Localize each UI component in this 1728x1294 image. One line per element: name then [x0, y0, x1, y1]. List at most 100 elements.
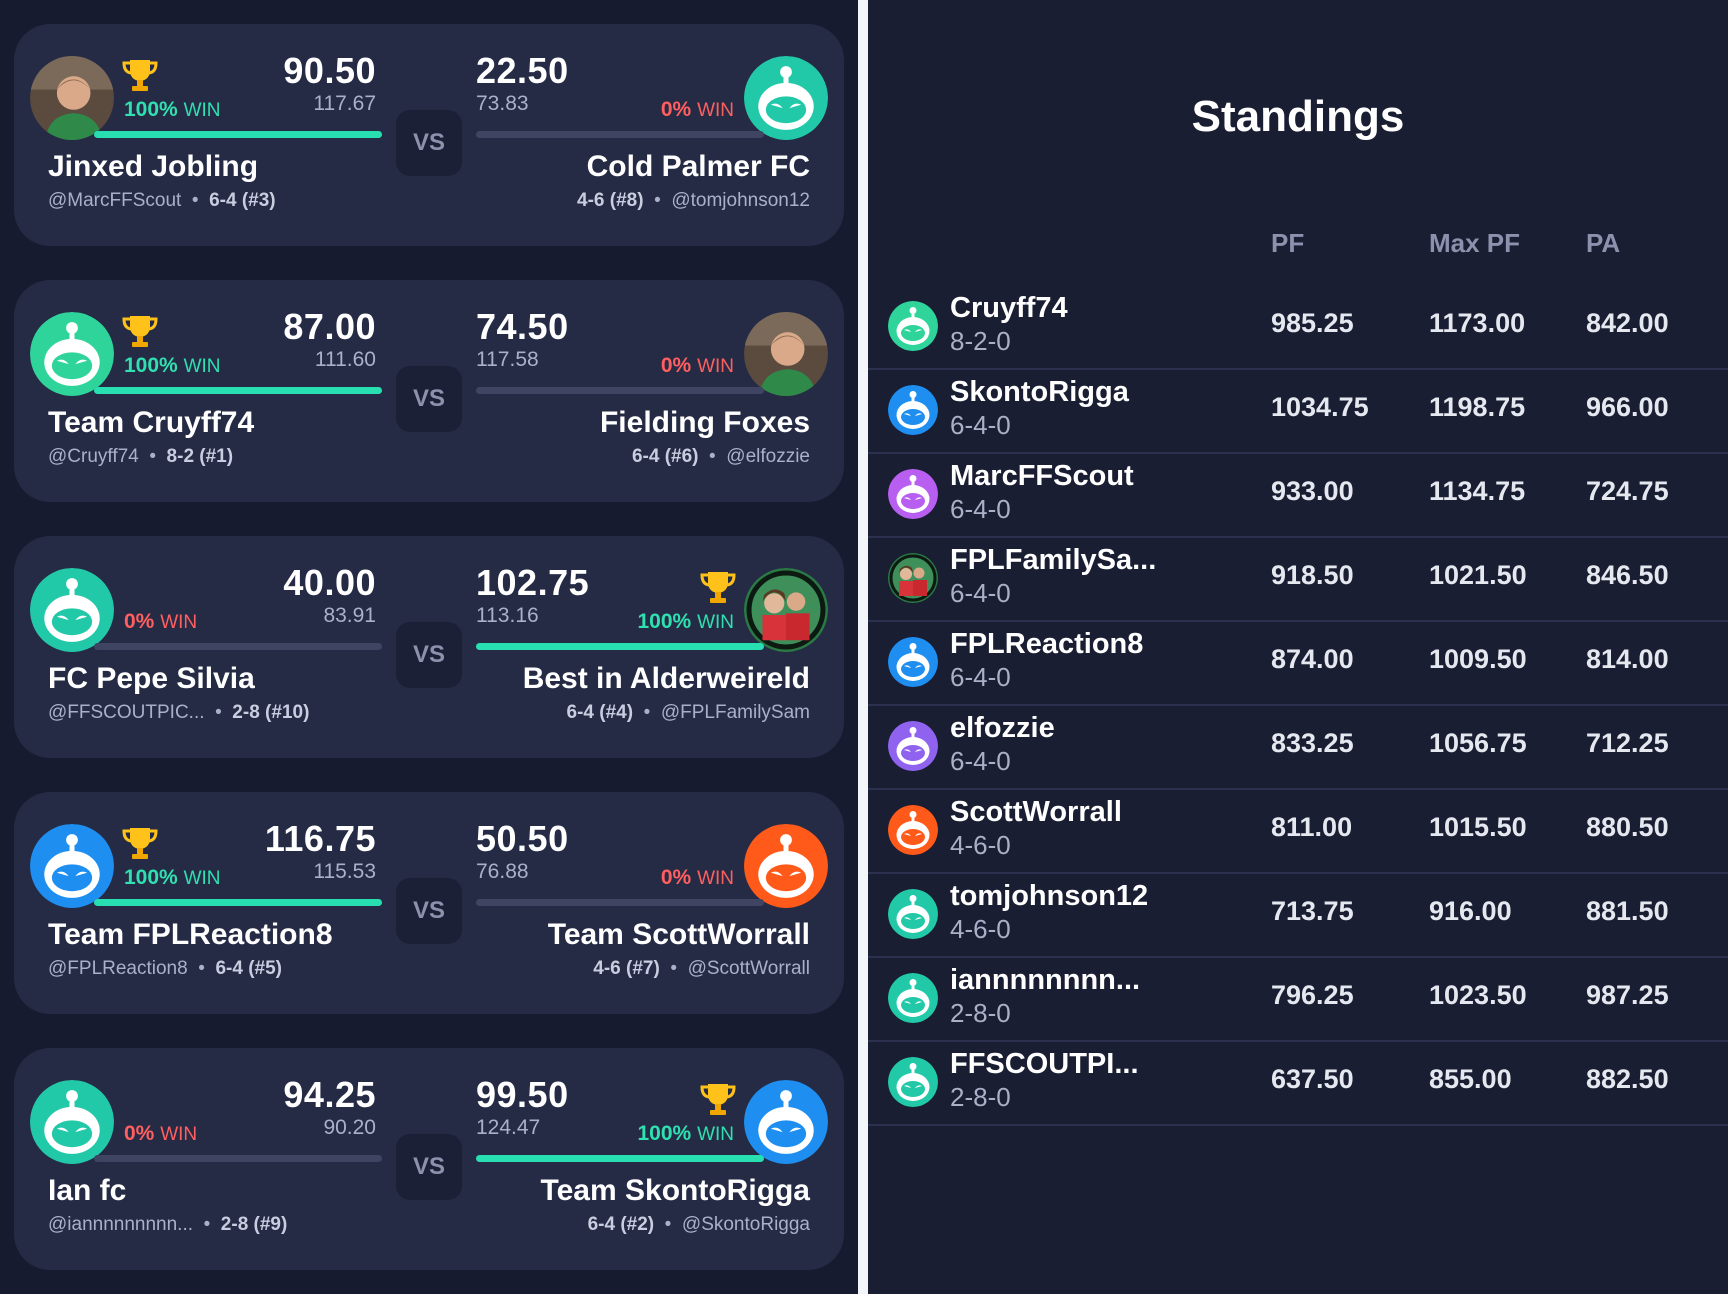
projected-score: 76.88 [476, 860, 529, 883]
robot-teal-icon [888, 1057, 938, 1107]
manager-name: iannnnnnnn... [950, 964, 1141, 996]
standings-row[interactable]: FPLFamilySa... 6-4-0 918.50 1021.50 846.50 [868, 536, 1728, 622]
max-points-for: 1015.50 [1429, 812, 1527, 842]
team-handle-record: 4-6 (#8) • @tomjohnson12 [577, 190, 810, 211]
team-handle-record: 6-4 (#4) • @FPLFamilySam [566, 702, 810, 723]
team-score: 22.50 [476, 50, 569, 91]
robot-blue-icon[interactable] [744, 1080, 828, 1164]
person-photo-icon[interactable] [744, 312, 828, 396]
win-probability: 100% WIN [637, 1122, 735, 1145]
team-name[interactable]: Cold Palmer FC [586, 150, 810, 183]
person-photo-icon[interactable] [30, 56, 114, 140]
robot-orange-icon[interactable] [744, 824, 828, 908]
team-handle-record: 6-4 (#6) • @elfozzie [631, 446, 810, 467]
max-points-for: 1023.50 [1429, 980, 1527, 1010]
manager-record: 2-8-0 [950, 1082, 1011, 1112]
points-against: 712.25 [1586, 728, 1669, 758]
points-against: 842.00 [1586, 308, 1669, 338]
matchups-panel: 100% WIN 90.50 117.67 Jinxed Jobling @MarcFF… [0, 0, 858, 1294]
vs-badge: VS [396, 878, 462, 944]
max-points-for: 1056.75 [1429, 728, 1527, 758]
team-handle-record: 6-4 (#2) • @SkontoRigga [587, 1214, 810, 1235]
win-probability-bar [476, 1155, 764, 1162]
robot-green-icon[interactable] [30, 312, 114, 396]
standings-row[interactable]: Cruyff74 8-2-0 985.25 1173.00 842.00 [868, 284, 1728, 370]
manager-record: 6-4-0 [950, 494, 1011, 524]
team-handle-record: @Cruyff74 • 8-2 (#1) [48, 446, 234, 467]
robot-purple-icon [888, 469, 938, 519]
team-handle-record: @iannnnnnnnn... • 2-8 (#9) [48, 1214, 288, 1235]
team-name[interactable]: Fielding Foxes [599, 406, 810, 439]
win-probability-bar [476, 899, 764, 906]
projected-score: 111.60 [314, 348, 376, 371]
manager-record: 2-8-0 [950, 998, 1011, 1028]
standings-panel: Standings PF Max PF PA Cruyff74 8-2-0 985.… [868, 0, 1728, 1294]
team-name[interactable]: Team FPLReaction8 [48, 918, 333, 951]
points-for: 1034.75 [1271, 392, 1369, 422]
team-name[interactable]: Team ScottWorrall [547, 918, 810, 951]
robot-green-icon [888, 301, 938, 351]
matchup-card[interactable]: 100% WIN 87.00 111.60 Team Cruyff74 @Cruyff7… [14, 280, 844, 502]
manager-record: 8-2-0 [950, 326, 1011, 356]
standings-row[interactable]: MarcFFScout 6-4-0 933.00 1134.75 724.75 [868, 452, 1728, 538]
team-name[interactable]: Best in Alderweireld [522, 662, 810, 695]
team-score: 50.50 [476, 818, 569, 859]
standings-row[interactable]: ScottWorrall 4-6-0 811.00 1015.50 880.50 [868, 788, 1728, 874]
win-probability-bar [94, 1155, 382, 1162]
max-points-for: 1021.50 [1429, 560, 1527, 590]
matchup-card[interactable]: 0% WIN 40.00 83.91 FC Pepe Silvia @FFSCOUTPI… [14, 536, 844, 758]
team-name[interactable]: Team SkontoRigga [540, 1174, 810, 1207]
win-probability: 0% WIN [660, 354, 734, 377]
robot-teal-icon [888, 973, 938, 1023]
matchup-card[interactable]: 100% WIN 116.75 115.53 Team FPLReaction8 @FP… [14, 792, 844, 1014]
column-header-pf[interactable]: PF [1271, 228, 1305, 258]
projected-score: 115.53 [313, 860, 376, 883]
column-header-pa[interactable]: PA [1586, 228, 1621, 258]
points-for: 796.25 [1271, 980, 1354, 1010]
projected-score: 124.47 [476, 1116, 541, 1139]
column-header-max-pf[interactable]: Max PF [1429, 228, 1521, 258]
trophy-icon [700, 570, 736, 604]
trophy-icon [700, 1082, 736, 1116]
points-against: 814.00 [1586, 644, 1669, 674]
matchup-card[interactable]: 0% WIN 94.25 90.20 Ian fc @iannnnnnnnn... • … [14, 1048, 844, 1270]
win-probability-bar [476, 131, 764, 138]
max-points-for: 1173.00 [1429, 308, 1526, 338]
points-against: 966.00 [1586, 392, 1669, 422]
standings-row[interactable]: FFSCOUTPI... 2-8-0 637.50 855.00 882.50 [868, 1040, 1728, 1126]
manager-record: 4-6-0 [950, 830, 1011, 860]
robot-teal-icon[interactable] [30, 1080, 114, 1164]
standings-row[interactable]: SkontoRigga 6-4-0 1034.75 1198.75 966.00 [868, 368, 1728, 454]
robot-blue-icon [888, 637, 938, 687]
win-probability: 0% WIN [124, 1122, 198, 1145]
manager-name: SkontoRigga [950, 376, 1129, 408]
family-photo-icon[interactable] [744, 568, 828, 652]
robot-teal-icon[interactable] [744, 56, 828, 140]
standings-row[interactable]: iannnnnnnn... 2-8-0 796.25 1023.50 987.25 [868, 956, 1728, 1042]
points-against: 846.50 [1586, 560, 1669, 590]
team-name[interactable]: Ian fc [48, 1174, 127, 1207]
win-probability: 100% WIN [637, 610, 735, 633]
win-probability: 0% WIN [124, 610, 198, 633]
team-name[interactable]: Jinxed Jobling [48, 150, 259, 183]
win-probability-bar [94, 899, 382, 906]
standings-row[interactable]: elfozzie 6-4-0 833.25 1056.75 712.25 [868, 704, 1728, 790]
standings-row[interactable]: tomjohnson12 4-6-0 713.75 916.00 881.50 [868, 872, 1728, 958]
max-points-for: 916.00 [1429, 896, 1512, 926]
win-probability: 100% WIN [124, 354, 221, 377]
manager-record: 6-4-0 [950, 578, 1011, 608]
team-score: 94.25 [283, 1074, 376, 1115]
team-name[interactable]: Team Cruyff74 [48, 406, 255, 439]
robot-blue-icon[interactable] [30, 824, 114, 908]
projected-score: 117.58 [476, 348, 539, 371]
robot-teal-icon[interactable] [30, 568, 114, 652]
points-for: 833.25 [1271, 728, 1354, 758]
matchup-card[interactable]: 100% WIN 90.50 117.67 Jinxed Jobling @MarcFF… [14, 24, 844, 246]
standings-row[interactable]: FPLReaction8 6-4-0 874.00 1009.50 814.00 [868, 620, 1728, 706]
robot-teal-icon [888, 889, 938, 939]
points-for: 933.00 [1271, 476, 1354, 506]
team-name[interactable]: FC Pepe Silvia [48, 662, 255, 695]
trophy-icon [122, 314, 158, 348]
points-against: 724.75 [1586, 476, 1669, 506]
vs-badge: VS [396, 1134, 462, 1200]
